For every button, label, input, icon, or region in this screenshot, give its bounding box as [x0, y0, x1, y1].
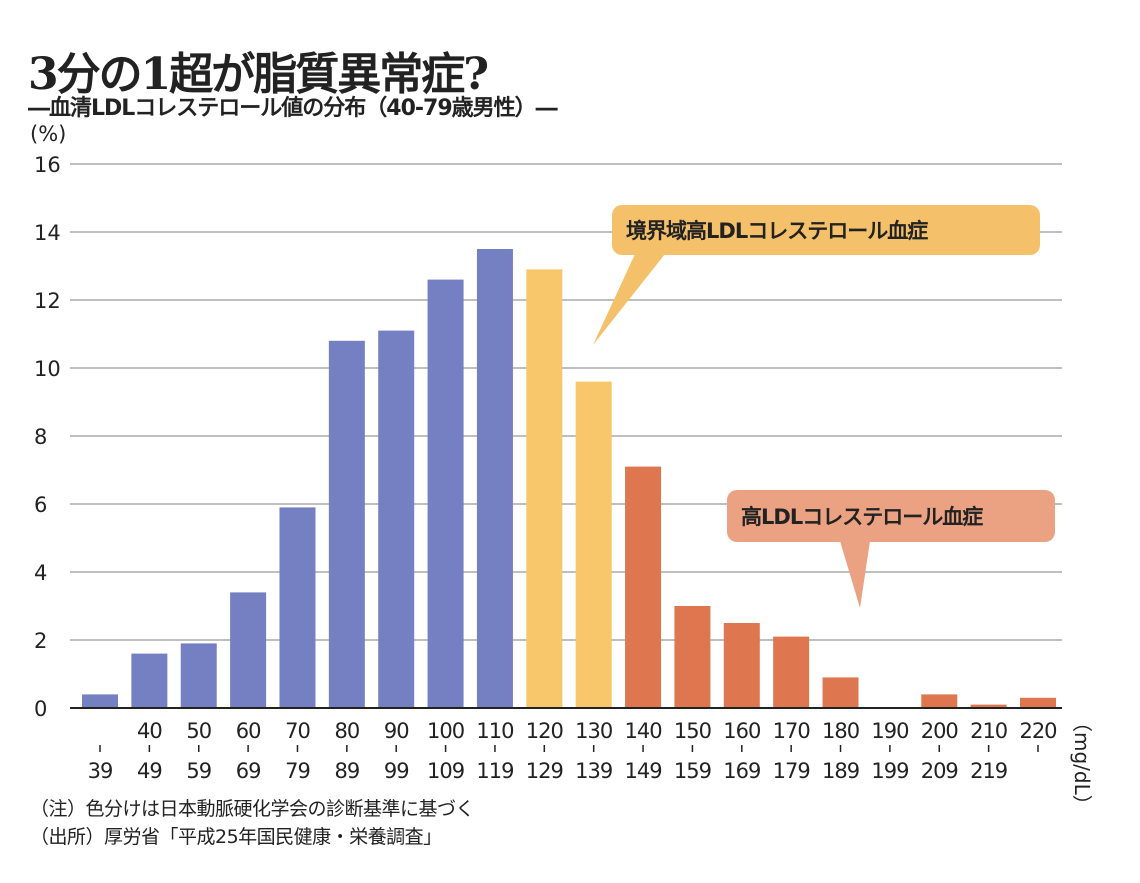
x-tick-label-bottom: 139 [575, 759, 612, 783]
x-tick-label-bottom: 219 [970, 759, 1007, 783]
y-tick-label: 14 [34, 221, 61, 245]
bar [180, 643, 217, 708]
x-tick-label-bottom: 49 [137, 759, 162, 783]
annotation-high: 高LDLコレステロール血症 [727, 490, 1055, 542]
bar [1020, 697, 1056, 708]
x-tick-label-top: 190 [871, 719, 908, 743]
chart-title: 3分の1超が脂質異常症? [28, 49, 489, 100]
bar [378, 330, 415, 708]
x-tick-label-bottom: 199 [871, 759, 908, 783]
x-tick-label-bottom: 39 [88, 759, 113, 783]
bar [625, 466, 662, 708]
x-axis-unit: （mg/dL） [1070, 712, 1094, 815]
bar [674, 606, 711, 708]
x-tick-label-bottom: 109 [427, 759, 464, 783]
bar [575, 381, 612, 708]
callout-tail [593, 254, 665, 345]
x-tick-label-bottom: 59 [186, 759, 211, 783]
x-tick-label-top: 200 [921, 719, 958, 743]
bar [773, 636, 810, 708]
y-tick-label: 8 [34, 425, 47, 449]
bar [230, 592, 267, 708]
x-tick-label-top: 110 [476, 719, 513, 743]
x-tick-label-bottom: 169 [723, 759, 760, 783]
callout-tail [840, 541, 870, 608]
note-criteria: （注）色分けは日本動脈硬化学会の診断基準に基づく [30, 798, 475, 820]
x-tick-label-top: 100 [427, 719, 464, 743]
x-tick-label-bottom: 179 [773, 759, 810, 783]
x-tick-label-bottom: 129 [526, 759, 563, 783]
x-tick-label-top: 170 [773, 719, 810, 743]
y-tick-label: 2 [34, 629, 47, 653]
bar [921, 694, 958, 708]
x-tick-label-top: 120 [526, 719, 563, 743]
x-tick-label-top: 40 [137, 719, 162, 743]
y-tick-label: 16 [34, 153, 61, 177]
x-tick-label-bottom: 99 [384, 759, 409, 783]
y-tick-label: 4 [34, 561, 47, 585]
bar [526, 269, 563, 708]
bar [131, 653, 168, 708]
x-tick-label-top: 90 [384, 719, 409, 743]
bar [328, 340, 365, 708]
bar [970, 704, 1007, 708]
x-tick-label-top: 60 [236, 719, 261, 743]
x-tick-label-bottom: 79 [285, 759, 310, 783]
bar [476, 249, 513, 708]
y-tick-label: 6 [34, 493, 47, 517]
x-tick-label-top: 220 [1019, 719, 1056, 743]
bar [279, 507, 316, 708]
x-tick-label-top: 140 [625, 719, 662, 743]
x-tick-label-top: 70 [285, 719, 310, 743]
note-source: （出所）厚労省「平成25年国民健康・栄養調査」 [30, 826, 442, 848]
x-tick-label-bottom: 209 [921, 759, 958, 783]
x-tick-label-top: 130 [575, 719, 612, 743]
x-tick-label-bottom: 89 [334, 759, 359, 783]
x-tick-label-top: 160 [723, 719, 760, 743]
x-tick-label-top: 150 [674, 719, 711, 743]
y-axis-label: (%) [30, 122, 67, 146]
x-tick-label-top: 180 [822, 719, 859, 743]
x-tick-label-top: 210 [970, 719, 1007, 743]
x-tick-label-bottom: 119 [476, 759, 513, 783]
x-tick-label-top: 80 [334, 719, 359, 743]
bar [822, 677, 859, 708]
annotation-borderline: 境界域高LDLコレステロール血症 [612, 205, 1040, 255]
y-tick-label: 0 [34, 697, 47, 721]
x-tick-label-top: 50 [186, 719, 211, 743]
bar [427, 279, 464, 708]
bar [82, 694, 118, 708]
y-tick-label: 12 [34, 289, 61, 313]
x-tick-label-bottom: 159 [674, 759, 711, 783]
x-tick-label-bottom: 69 [236, 759, 261, 783]
y-tick-label: 10 [34, 357, 61, 381]
x-tick-label-bottom: 149 [625, 759, 662, 783]
bar [723, 623, 760, 708]
chart-subtitle: ―血清LDLコレステロール値の分布（40-79歳男性）― [28, 96, 558, 121]
x-tick-label-bottom: 189 [822, 759, 859, 783]
